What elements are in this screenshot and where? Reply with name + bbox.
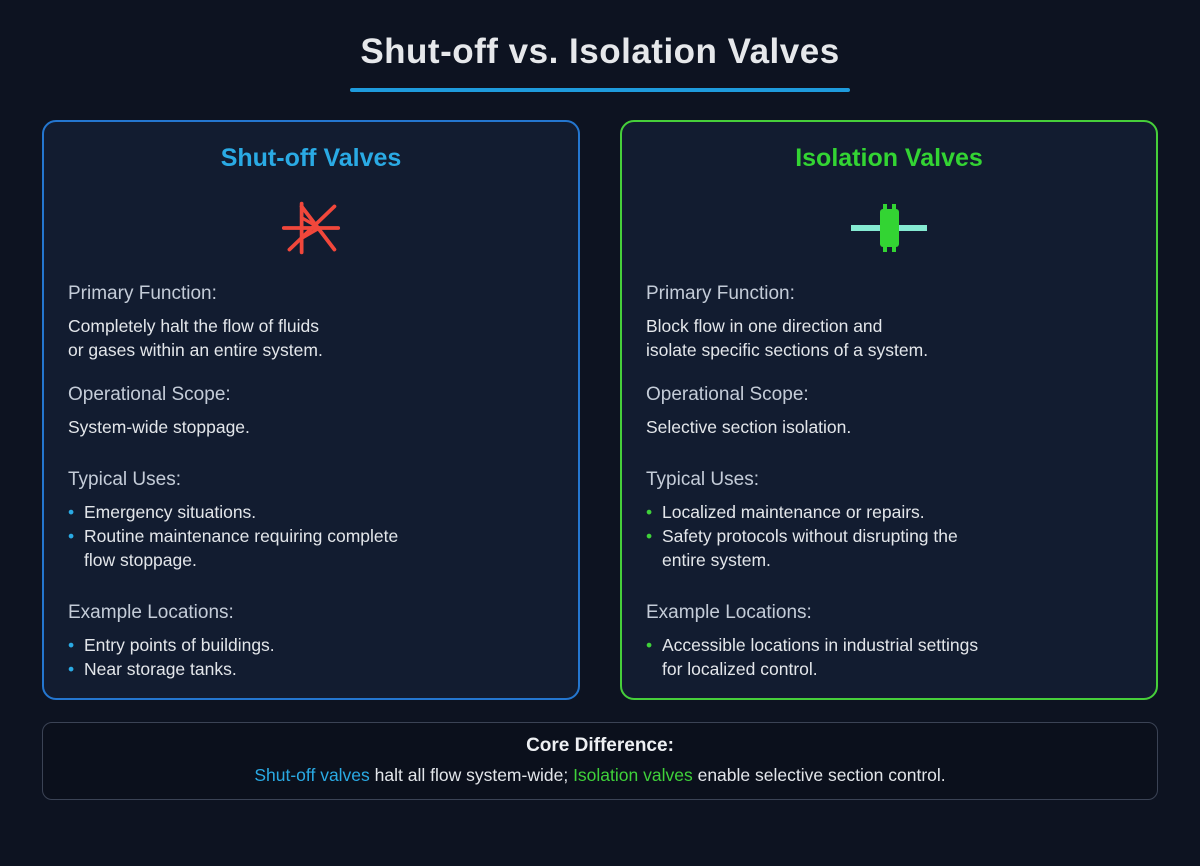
isolation-valves-term: Isolation valves [573, 765, 693, 785]
bullet-text: Localized maintenance or repairs. [662, 502, 925, 522]
bullet-text: Near storage tanks. [84, 659, 237, 679]
list-item: • Localized maintenance or repairs. [646, 500, 1132, 524]
shutoff-valves-term: Shut-off valves [254, 765, 370, 785]
bullet-dot-icon: • [68, 659, 75, 679]
footer-text-segment: enable selective section control. [692, 765, 946, 785]
bullet-list: • Emergency situations. • Routine mainte… [68, 500, 554, 572]
section-text: System-wide stoppage. [68, 417, 250, 437]
bullet-list: • Localized maintenance or repairs. • Sa… [646, 500, 1132, 572]
section-text: isolate specific sections of a system. [646, 340, 929, 360]
core-difference-heading: Core Difference: [526, 735, 674, 756]
core-difference-box: Core Difference: Shut-off valves halt al… [42, 722, 1158, 800]
isolation-valve-pipe-icon [646, 195, 1132, 261]
bullet-text: Routine maintenance requiring complete f… [84, 526, 399, 570]
section-text: Block flow in one direction and [646, 316, 883, 336]
section-text: or gases within an entire system. [68, 340, 323, 360]
section-heading: Typical Uses: [68, 469, 181, 490]
bullet-text: Accessible locations in industrial setti… [662, 635, 979, 679]
shut-off-valve-crossed-icon [68, 195, 554, 261]
bullet-dot-icon: • [646, 502, 653, 522]
bullet-list: • Entry points of buildings. • Near stor… [68, 633, 554, 681]
section-heading: Example Locations: [68, 602, 234, 623]
bullet-dot-icon: • [646, 526, 653, 546]
bullet-dot-icon: • [68, 526, 75, 546]
footer-text-segment: halt all flow system-wide; [369, 765, 574, 785]
bullet-list: • Accessible locations in industrial set… [646, 633, 1132, 681]
isolation-card-title: Isolation Valves [795, 144, 983, 172]
section-heading: Operational Scope: [68, 384, 231, 405]
shutoff-card-title: Shut-off Valves [220, 144, 402, 172]
bullet-dot-icon: • [68, 502, 75, 522]
section-text: Completely halt the flow of fluids [68, 316, 319, 336]
core-difference-text: Shut-off valves halt all flow system-wid… [43, 765, 1157, 786]
list-item: • Safety protocols without disrupting th… [646, 524, 1132, 572]
section-heading: Primary Function: [646, 283, 795, 304]
bullet-text: Emergency situations. [84, 502, 257, 522]
bullet-text: Entry points of buildings. [84, 635, 275, 655]
section-heading: Operational Scope: [646, 384, 809, 405]
title-underline [350, 88, 850, 92]
shutoff-valves-card: Shut-off Valves Primary Function: Comple… [42, 120, 580, 700]
section-heading: Typical Uses: [646, 469, 759, 490]
list-item: • Accessible locations in industrial set… [646, 633, 1132, 681]
bullet-dot-icon: • [646, 635, 653, 655]
page-title: Shut-off vs. Isolation Valves [360, 32, 840, 71]
list-item: • Emergency situations. [68, 500, 554, 524]
isolation-valves-card: Isolation Valves Primary Function: Block… [620, 120, 1158, 700]
list-item: • Routine maintenance requiring complete… [68, 524, 554, 572]
list-item: • Entry points of buildings. [68, 633, 554, 657]
bullet-dot-icon: • [68, 635, 75, 655]
section-heading: Example Locations: [646, 602, 812, 623]
isolation-card-body: Primary Function: Block flow in one dire… [646, 283, 1132, 681]
comparison-cards: Shut-off Valves Primary Function: Comple… [42, 120, 1158, 700]
section-text: Selective section isolation. [646, 417, 852, 437]
list-item: • Near storage tanks. [68, 657, 554, 681]
bullet-text: Safety protocols without disrupting the … [662, 526, 958, 570]
section-heading: Primary Function: [68, 283, 217, 304]
shutoff-card-body: Primary Function: Completely halt the fl… [68, 283, 554, 681]
